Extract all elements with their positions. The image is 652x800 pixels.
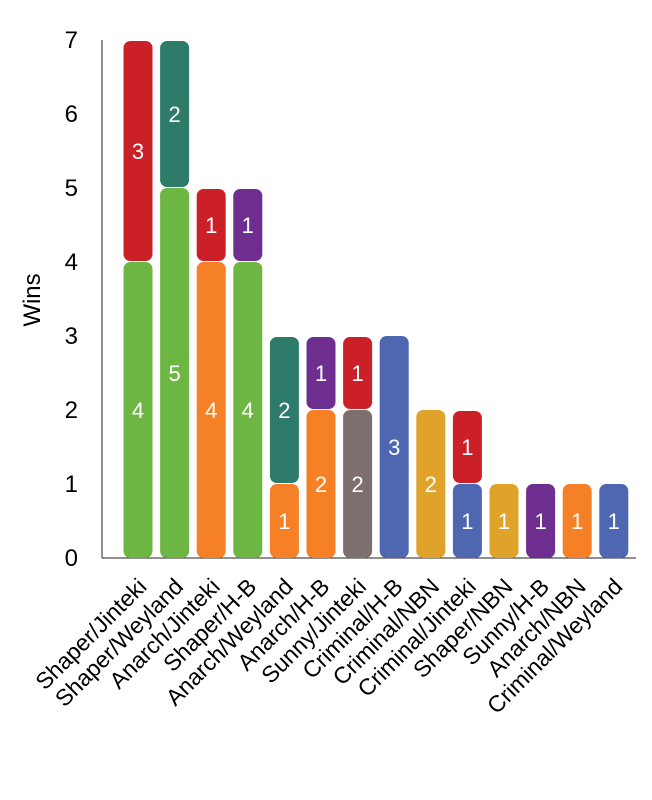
bar-segment xyxy=(269,337,299,483)
bar-segment xyxy=(379,336,409,558)
y-tick-label: 6 xyxy=(65,101,78,128)
x-axis-labels: Shaper/JintekiShaper/WeylandAnarch/Jinte… xyxy=(30,573,627,719)
bar-segment xyxy=(196,189,226,261)
bar-segment-label: 4 xyxy=(242,398,254,423)
bar-segment xyxy=(452,411,482,483)
bar-segment xyxy=(306,337,336,409)
bar-segment xyxy=(343,337,373,409)
bar-segment-label: 1 xyxy=(205,213,217,238)
bar-segment-label: 1 xyxy=(242,213,254,238)
bar-segment xyxy=(196,262,226,558)
bar-segment-label: 1 xyxy=(461,435,473,460)
bar-segment xyxy=(452,484,482,558)
bar-segment-label: 5 xyxy=(168,361,180,386)
bar-segment-label: 3 xyxy=(132,139,144,164)
bar-segment-label: 1 xyxy=(351,361,363,386)
bar-segment-label: 1 xyxy=(461,509,473,534)
bar-segment xyxy=(233,262,263,558)
bar-segment-label: 2 xyxy=(278,398,290,423)
bar-segment-label: 3 xyxy=(388,435,400,460)
y-tick-label: 4 xyxy=(65,249,78,276)
y-tick-label: 7 xyxy=(65,27,78,54)
bar-segment xyxy=(160,188,190,558)
bar-segment-label: 4 xyxy=(132,398,144,423)
y-tick-label: 2 xyxy=(65,397,78,424)
bar-segment xyxy=(416,410,446,558)
y-tick-label: 5 xyxy=(65,175,78,202)
bar-segment-label: 4 xyxy=(205,398,217,423)
bar-segment xyxy=(269,484,299,558)
bar-segment-label: 1 xyxy=(534,509,546,534)
bar-segment-label: 2 xyxy=(168,102,180,127)
bar-segment-label: 2 xyxy=(351,472,363,497)
bar-segment-label: 1 xyxy=(498,509,510,534)
bar-segment xyxy=(306,410,336,558)
bar-segment-label: 2 xyxy=(425,472,437,497)
bar-segment-label: 1 xyxy=(571,509,583,534)
bar-segment-label: 2 xyxy=(315,472,327,497)
bar-segment xyxy=(123,262,153,558)
bar-segment xyxy=(343,410,373,558)
bar-segment xyxy=(233,189,263,261)
y-tick-label: 0 xyxy=(65,545,78,572)
bar-segment xyxy=(160,41,190,187)
y-axis-title: Wins xyxy=(19,273,46,326)
bar-segment-label: 1 xyxy=(315,361,327,386)
bar-segment xyxy=(123,41,153,261)
bar-segment xyxy=(489,484,519,558)
bar-segment xyxy=(599,484,629,558)
bar-segment xyxy=(562,484,592,558)
y-tick-label: 3 xyxy=(65,323,78,350)
bar-segment-label: 1 xyxy=(608,509,620,534)
bar-segment xyxy=(526,484,556,558)
y-tick-label: 1 xyxy=(65,471,78,498)
bar-segment-label: 1 xyxy=(278,509,290,534)
